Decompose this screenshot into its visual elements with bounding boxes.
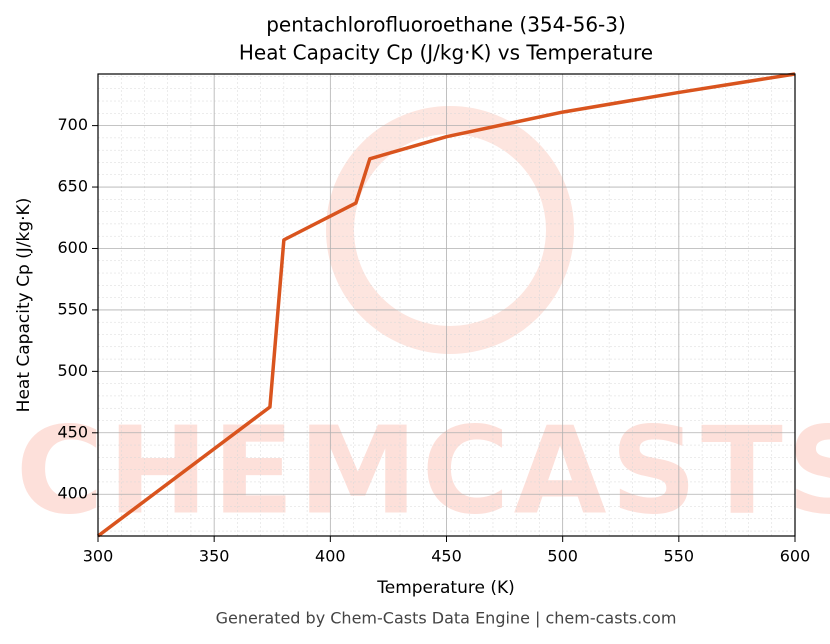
y-tick-label: 400 (57, 484, 88, 503)
x-tick-label: 350 (199, 547, 230, 566)
x-tick-label: 300 (83, 547, 114, 566)
y-tick-label: 450 (57, 422, 88, 441)
plot-area: CHEMCASTS 300 350 400 450 500 550 600 400 450 500 5… (16, 72, 830, 566)
x-tick-label: 500 (547, 547, 578, 566)
data-line (96, 72, 796, 538)
watermark-ring (326, 106, 574, 354)
y-tick-label: 500 (57, 361, 88, 380)
x-tick-label: 450 (431, 547, 462, 566)
x-tick-label: 600 (780, 547, 811, 566)
chart-title: pentachlorofluoroethane (354-56-3) (266, 13, 626, 37)
y-axis-label: Heat Capacity Cp (J/kg·K) (14, 198, 34, 413)
plot-frame (97, 73, 796, 537)
x-tick-label: 550 (664, 547, 695, 566)
footer: Generated by Chem-Casts Data Engine | ch… (216, 609, 677, 628)
y-tick-label: 650 (57, 177, 88, 196)
chart-subtitle: Heat Capacity Cp (J/kg·K) vs Temperature (239, 41, 653, 65)
y-tick-label: 700 (57, 115, 88, 134)
x-axis-label: Temperature (K) (376, 578, 515, 598)
watermark: CHEMCASTS (16, 403, 830, 542)
x-tick-label: 400 (315, 547, 346, 566)
y-tick-label: 600 (57, 238, 88, 257)
y-tick-label: 550 (57, 299, 88, 318)
